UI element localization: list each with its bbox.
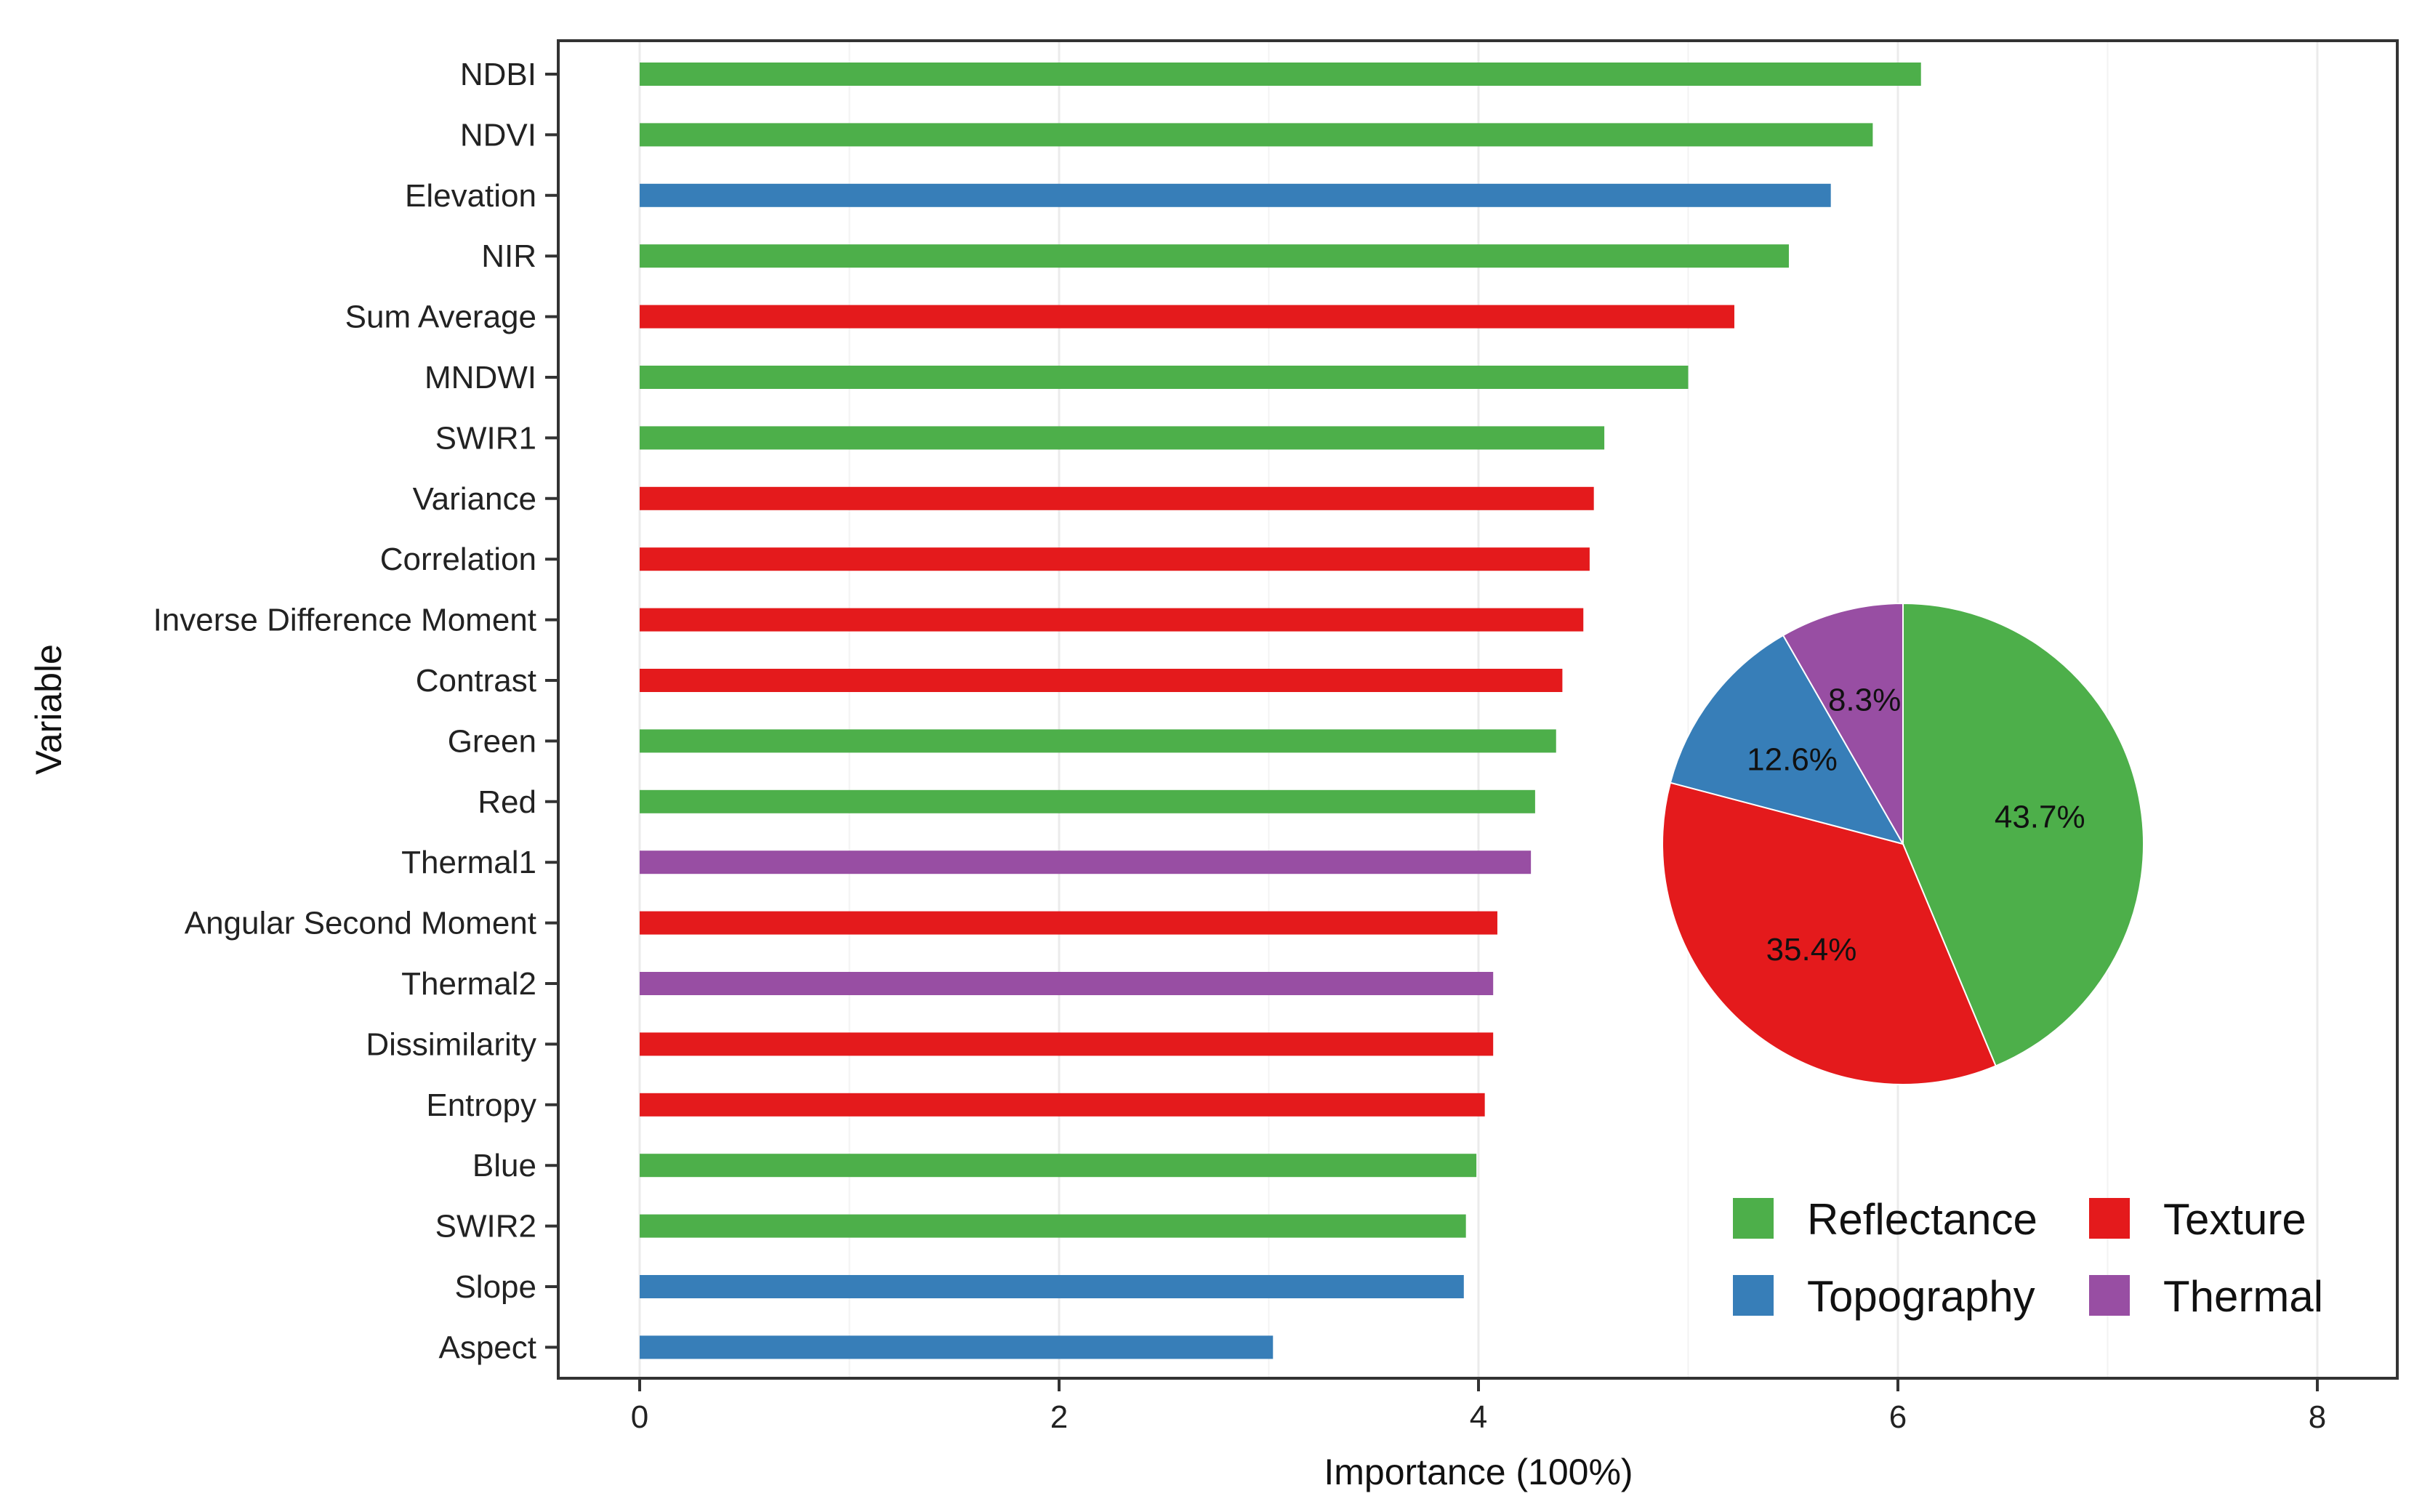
y-tick-label: Thermal1 <box>401 845 536 880</box>
bar-sum-average <box>640 305 1734 329</box>
y-tick-label: Aspect <box>438 1330 536 1365</box>
legend-label-topography: Topography <box>1807 1272 2035 1321</box>
y-tick-label: Dissimilarity <box>366 1026 536 1062</box>
bar-swir2 <box>640 1214 1466 1238</box>
pie-label-reflectance: 43.7% <box>1995 799 2085 835</box>
bar-entropy <box>640 1093 1485 1117</box>
bar-slope <box>640 1275 1464 1298</box>
bar-blue <box>640 1154 1477 1178</box>
bars <box>640 63 1921 1359</box>
y-tick-label: Thermal2 <box>401 966 536 1002</box>
y-tick-label: NDVI <box>460 117 536 153</box>
pie-label-thermal: 8.3% <box>1828 683 1901 718</box>
x-tick-label: 6 <box>1889 1399 1907 1435</box>
legend-label-texture: Texture <box>2163 1195 2306 1244</box>
bar-contrast <box>640 669 1563 692</box>
bar-variance <box>640 486 1594 510</box>
y-tick-label: SWIR2 <box>435 1209 536 1244</box>
y-tick-label: Sum Average <box>345 299 536 335</box>
bar-correlation <box>640 547 1590 571</box>
bar-aspect <box>640 1335 1274 1359</box>
bar-ndbi <box>640 63 1921 86</box>
pie-label-topography: 12.6% <box>1747 741 1838 777</box>
y-tick-label: NIR <box>481 238 536 274</box>
bar-green <box>640 729 1556 753</box>
y-tick-label: Green <box>448 723 536 759</box>
inset-pie: 43.7% 35.4% 12.6% 8.3% <box>1662 602 2144 1085</box>
y-tick-label: Contrast <box>416 663 536 699</box>
y-tick-label: Angular Second Moment <box>185 906 536 941</box>
y-tick-label: NDBI <box>460 57 536 92</box>
y-axis-title: Variable <box>28 644 69 775</box>
pie-slice-reflectance <box>1902 602 2144 1067</box>
bar-elevation <box>640 183 1831 207</box>
pie-slice-topography <box>1669 634 1905 845</box>
x-tick-label: 4 <box>1470 1399 1487 1435</box>
legend-swatch-reflectance <box>1733 1198 1774 1239</box>
legend-swatch-texture <box>2089 1198 2130 1239</box>
bar-thermal1 <box>640 850 1532 874</box>
x-axis-title: Importance (100%) <box>1324 1452 1633 1492</box>
y-tick-label: Inverse Difference Moment <box>153 603 536 638</box>
legend-label-reflectance: Reflectance <box>1807 1195 2037 1244</box>
bar-ndvi <box>640 123 1873 147</box>
legend-swatch-topography <box>1733 1275 1774 1316</box>
bar-red <box>640 789 1535 813</box>
pie-slice-texture <box>1662 781 1997 1085</box>
bar-angular-second-moment <box>640 911 1497 935</box>
y-tick-label: SWIR1 <box>435 420 536 456</box>
y-tick-label: Entropy <box>426 1087 536 1123</box>
y-tick-label: Slope <box>454 1269 536 1305</box>
x-axis: 0 2 4 6 8 <box>631 1378 2326 1435</box>
bar-swir1 <box>640 426 1605 450</box>
y-tick-label: Variance <box>413 481 536 517</box>
y-tick-label: Blue <box>472 1148 536 1183</box>
y-tick-label: Correlation <box>380 542 536 577</box>
y-tick-label: MNDWI <box>425 360 536 395</box>
bar-mndwi <box>640 366 1689 389</box>
legend-label-thermal: Thermal <box>2163 1272 2323 1321</box>
y-tick-label: Elevation <box>405 178 536 214</box>
bar-nir <box>640 244 1789 268</box>
x-tick-label: 8 <box>2309 1399 2326 1435</box>
x-tick-label: 0 <box>631 1399 648 1435</box>
y-tick-label: Red <box>478 784 536 820</box>
legend: Reflectance Texture Topography Thermal <box>1733 1195 2323 1321</box>
legend-swatch-thermal <box>2089 1275 2130 1316</box>
y-axis: NDBI NDVI Elevation NIR Sum Average MNDWI SWIR… <box>153 57 558 1365</box>
pie-slice-thermal <box>1782 602 1904 847</box>
x-tick-label: 2 <box>1050 1399 1068 1435</box>
bar-inverse-difference-moment <box>640 608 1584 632</box>
bar-thermal2 <box>640 972 1494 995</box>
bar-dissimilarity <box>640 1032 1494 1056</box>
pie-label-texture: 35.4% <box>1766 932 1857 968</box>
